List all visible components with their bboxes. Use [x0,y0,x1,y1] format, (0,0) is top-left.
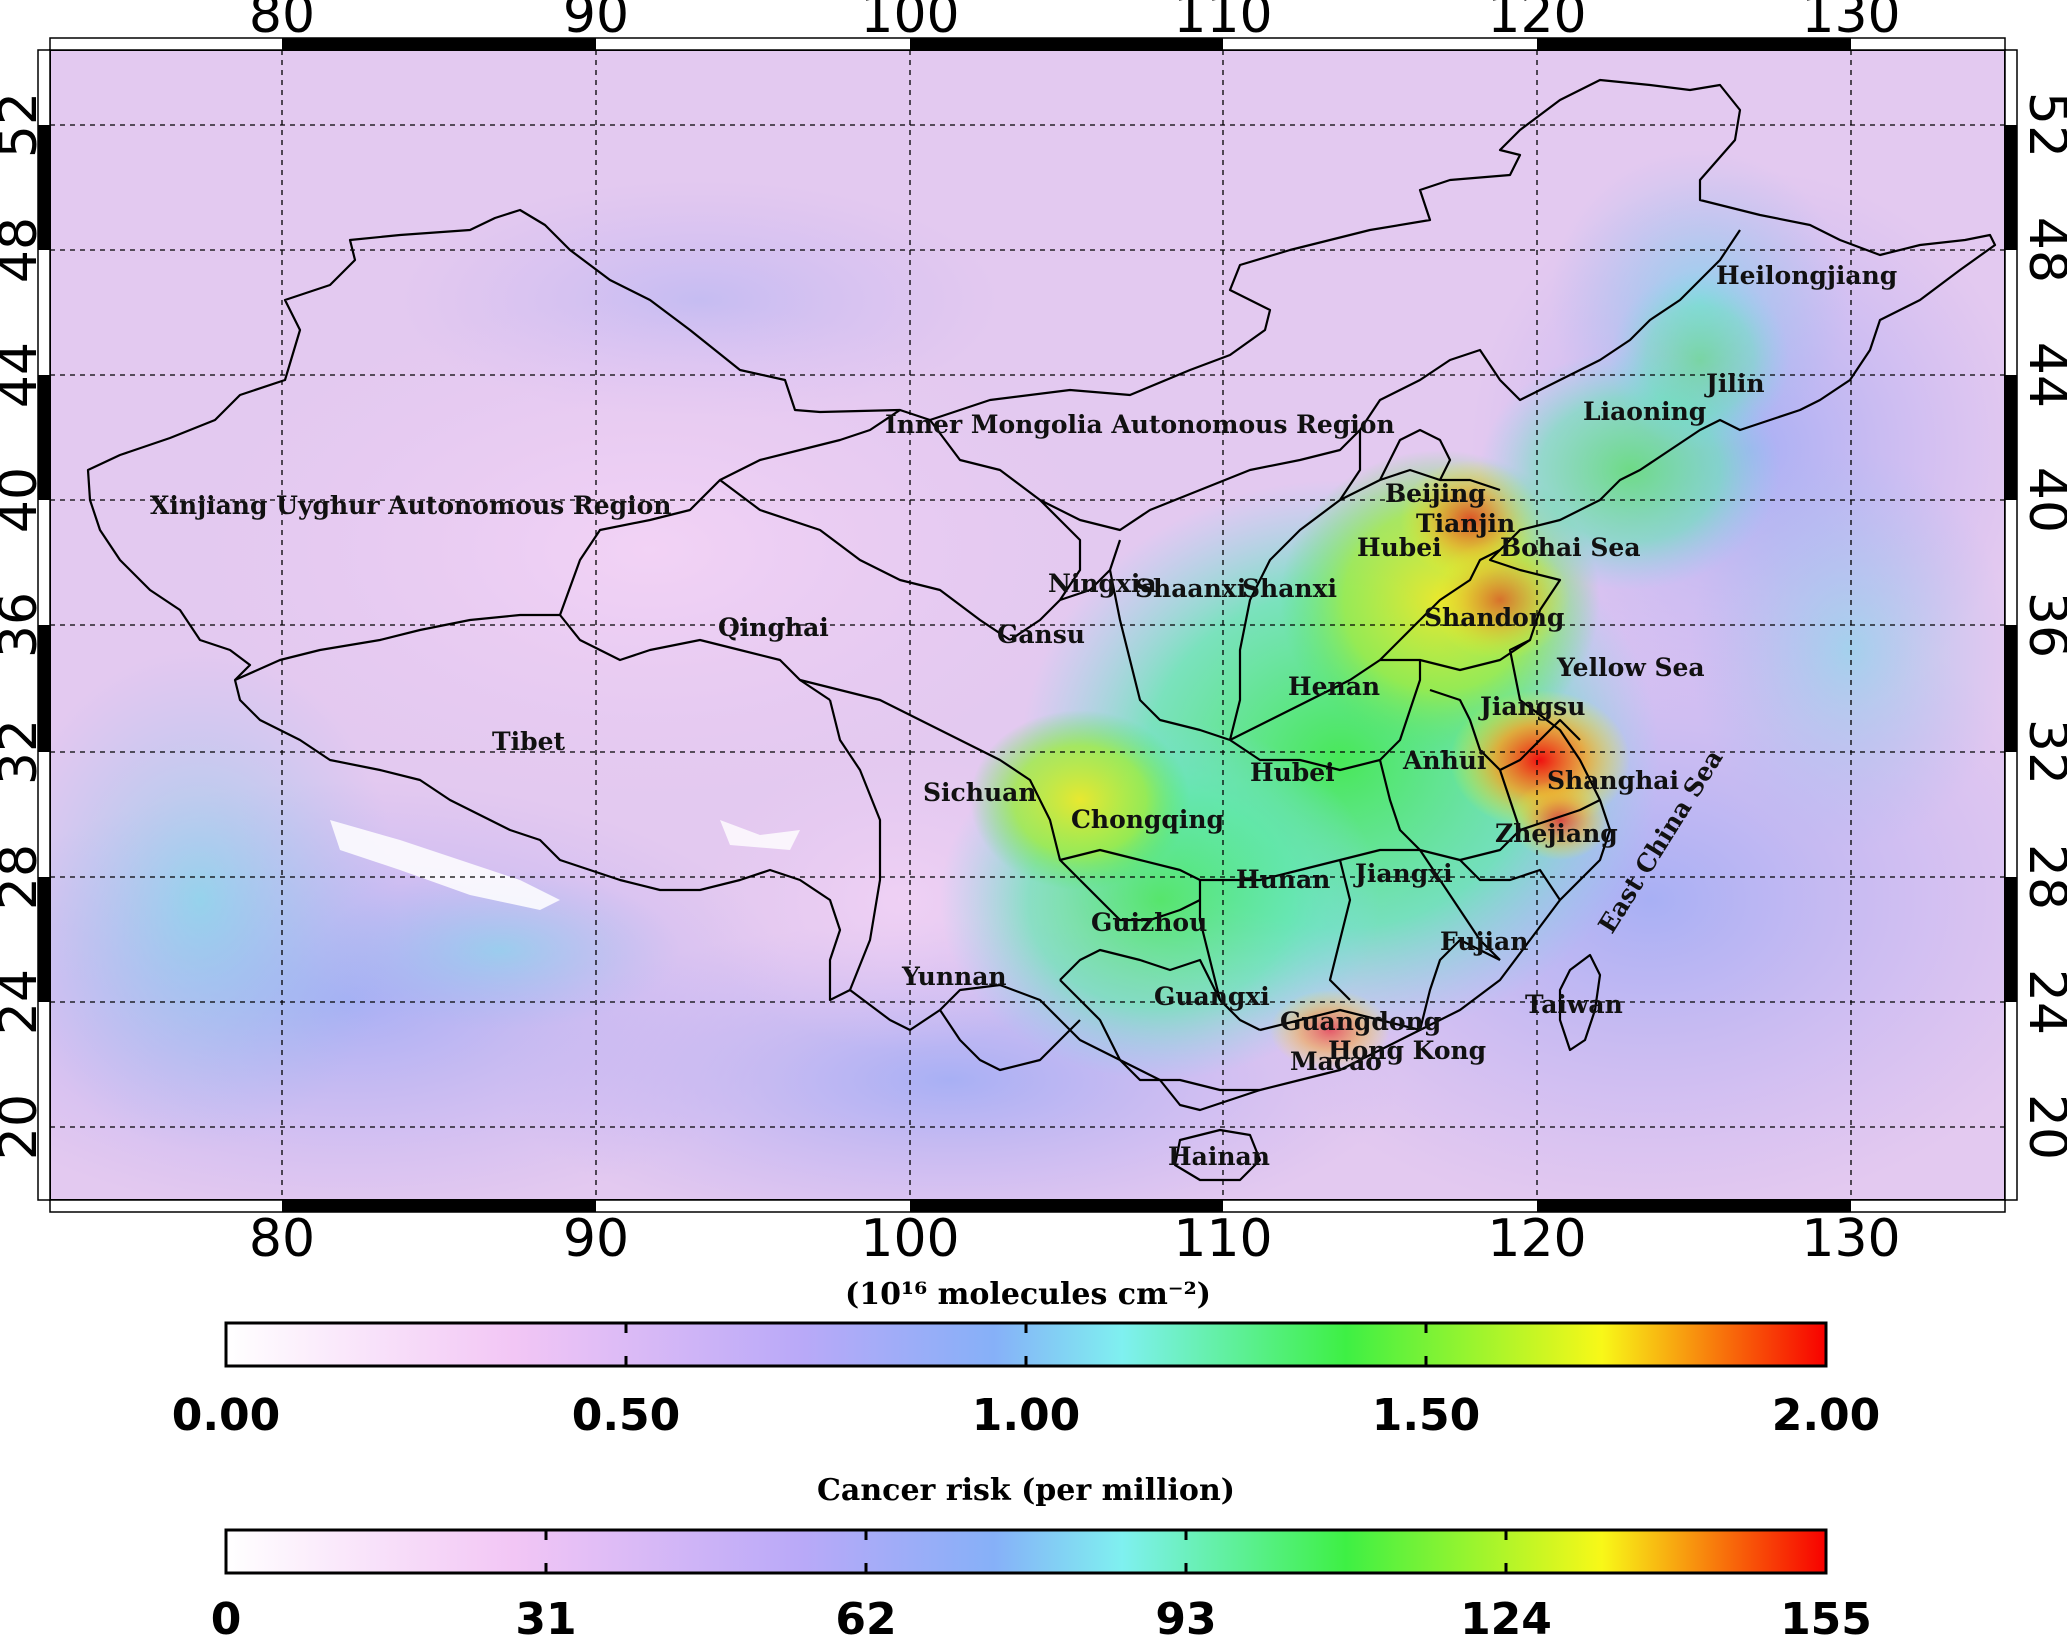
region-label: Xinjiang Uyghur Autonomous Region [150,491,671,520]
concentration-field [50,50,2005,1200]
region-label: Beijing [1385,479,1486,508]
lat-tick-right: 52 [2017,92,2067,158]
boundary-lines [86,78,1997,1182]
colorbar-title: (10¹⁶ molecules cm⁻²) [845,1277,1211,1312]
colorbar-tick: 62 [835,1594,896,1637]
region-label: Chongqing [1071,805,1224,834]
colorbar-tick: 31 [515,1594,576,1637]
colorbar-tick: 155 [1780,1594,1872,1637]
region-label: Hong Kong [1328,1036,1486,1065]
region-label: Hunan [1236,865,1330,894]
lat-tick-left: 24 [0,969,49,1035]
lon-tick-top: 90 [563,0,629,45]
lon-tick-bottom: 120 [1487,1209,1586,1269]
region-label: Hubei [1250,758,1335,787]
lon-tick-bottom: 130 [1801,1209,1900,1269]
lat-tick-left: 48 [0,217,49,283]
colorbar-tick: 0.50 [572,1390,681,1441]
lat-tick-right: 20 [2017,1094,2067,1160]
colorbar-concentration: (10¹⁶ molecules cm⁻²) 0.00 0.50 1.00 1.5… [172,1277,1881,1441]
lon-tick-top: 120 [1487,0,1586,45]
region-label: Shaanxi [1135,574,1246,603]
region-label: Shanghai [1547,766,1679,795]
region-label: Liaoning [1583,397,1706,426]
region-label: Sichuan [923,778,1037,807]
colorbar-tick: 124 [1460,1594,1552,1637]
colorbar-tick: 93 [1155,1594,1216,1637]
region-labels: Xinjiang Uyghur Autonomous Region Inner … [150,261,1897,1171]
region-label: Gansu [997,620,1085,649]
region-label: Taiwan [1525,990,1623,1019]
colorbar-tick: 0 [211,1594,242,1637]
region-label: Henan [1288,672,1380,701]
lon-labels-bottom: 80 90 100 110 120 130 [249,1209,1901,1269]
region-label: Ningxia [1048,569,1157,598]
region-label: Yunnan [901,962,1007,991]
lat-labels-right: 52 48 44 40 36 32 28 24 20 [2017,92,2067,1160]
graticule [50,50,2005,1200]
region-label: Guangxi [1154,982,1270,1011]
region-label: Tianjin [1416,509,1515,538]
colorbar-tick: 2.00 [1772,1390,1881,1441]
region-label: Macao [1290,1047,1382,1076]
region-label: Guangdong [1280,1007,1441,1036]
lat-tick-left: 36 [0,592,49,658]
lat-tick-right: 44 [2017,342,2067,408]
colorbar-tick: 0.00 [172,1390,281,1441]
region-label: Tibet [492,727,565,756]
lon-tick-bottom: 80 [249,1209,315,1269]
lat-labels-left: 52 48 44 40 36 32 28 24 20 [0,92,49,1160]
lat-tick-left: 52 [0,92,49,158]
region-label: Hainan [1168,1142,1270,1171]
region-label: Fujian [1440,927,1528,956]
lat-tick-right: 48 [2017,217,2067,283]
region-label: Zhejiang [1495,819,1618,848]
colorbar-tick: 1.00 [972,1390,1081,1441]
lon-tick-top: 110 [1173,0,1272,45]
colorbar-tick: 1.50 [1372,1390,1481,1441]
region-label: Jiangxi [1353,859,1453,888]
lon-tick-bottom: 110 [1173,1209,1272,1269]
region-label: Shandong [1424,603,1564,632]
colorbar-gradient [224,1528,1828,1575]
region-label: Jilin [1704,369,1765,398]
lat-tick-right: 24 [2017,969,2067,1035]
lon-tick-bottom: 100 [860,1209,959,1269]
lat-tick-right: 36 [2017,592,2067,658]
region-label: Qinghai [718,613,829,642]
colorbar-title: Cancer risk (per million) [817,1473,1235,1508]
lat-tick-left: 40 [0,467,49,533]
axis-bars [37,37,2018,1213]
region-label: Hubei [1357,533,1442,562]
lon-tick-bottom: 90 [563,1209,629,1269]
lon-tick-top: 80 [249,0,315,45]
region-label: Guizhou [1091,908,1207,937]
region-label: Jiangsu [1478,692,1585,721]
lat-tick-right: 28 [2017,844,2067,910]
lat-tick-right: 40 [2017,467,2067,533]
lon-tick-top: 130 [1801,0,1900,45]
colorbar-cancer-risk: Cancer risk (per million) 0 31 62 93 124… [211,1473,1872,1637]
region-label: Shanxi [1242,574,1337,603]
lat-tick-right: 32 [2017,719,2067,785]
lat-tick-left: 44 [0,342,49,408]
region-label: Anhui [1402,746,1486,775]
region-label: Heilongjiang [1716,261,1897,290]
lat-tick-left: 20 [0,1094,49,1160]
region-label: Bohai Sea [1500,533,1641,562]
region-label: Inner Mongolia Autonomous Region [885,410,1395,439]
lon-tick-top: 100 [860,0,959,45]
region-label: Yellow Sea [1556,653,1705,682]
lat-tick-left: 32 [0,719,49,785]
lat-tick-left: 28 [0,844,49,910]
lon-labels-top: 80 90 100 110 120 130 [249,0,1901,45]
